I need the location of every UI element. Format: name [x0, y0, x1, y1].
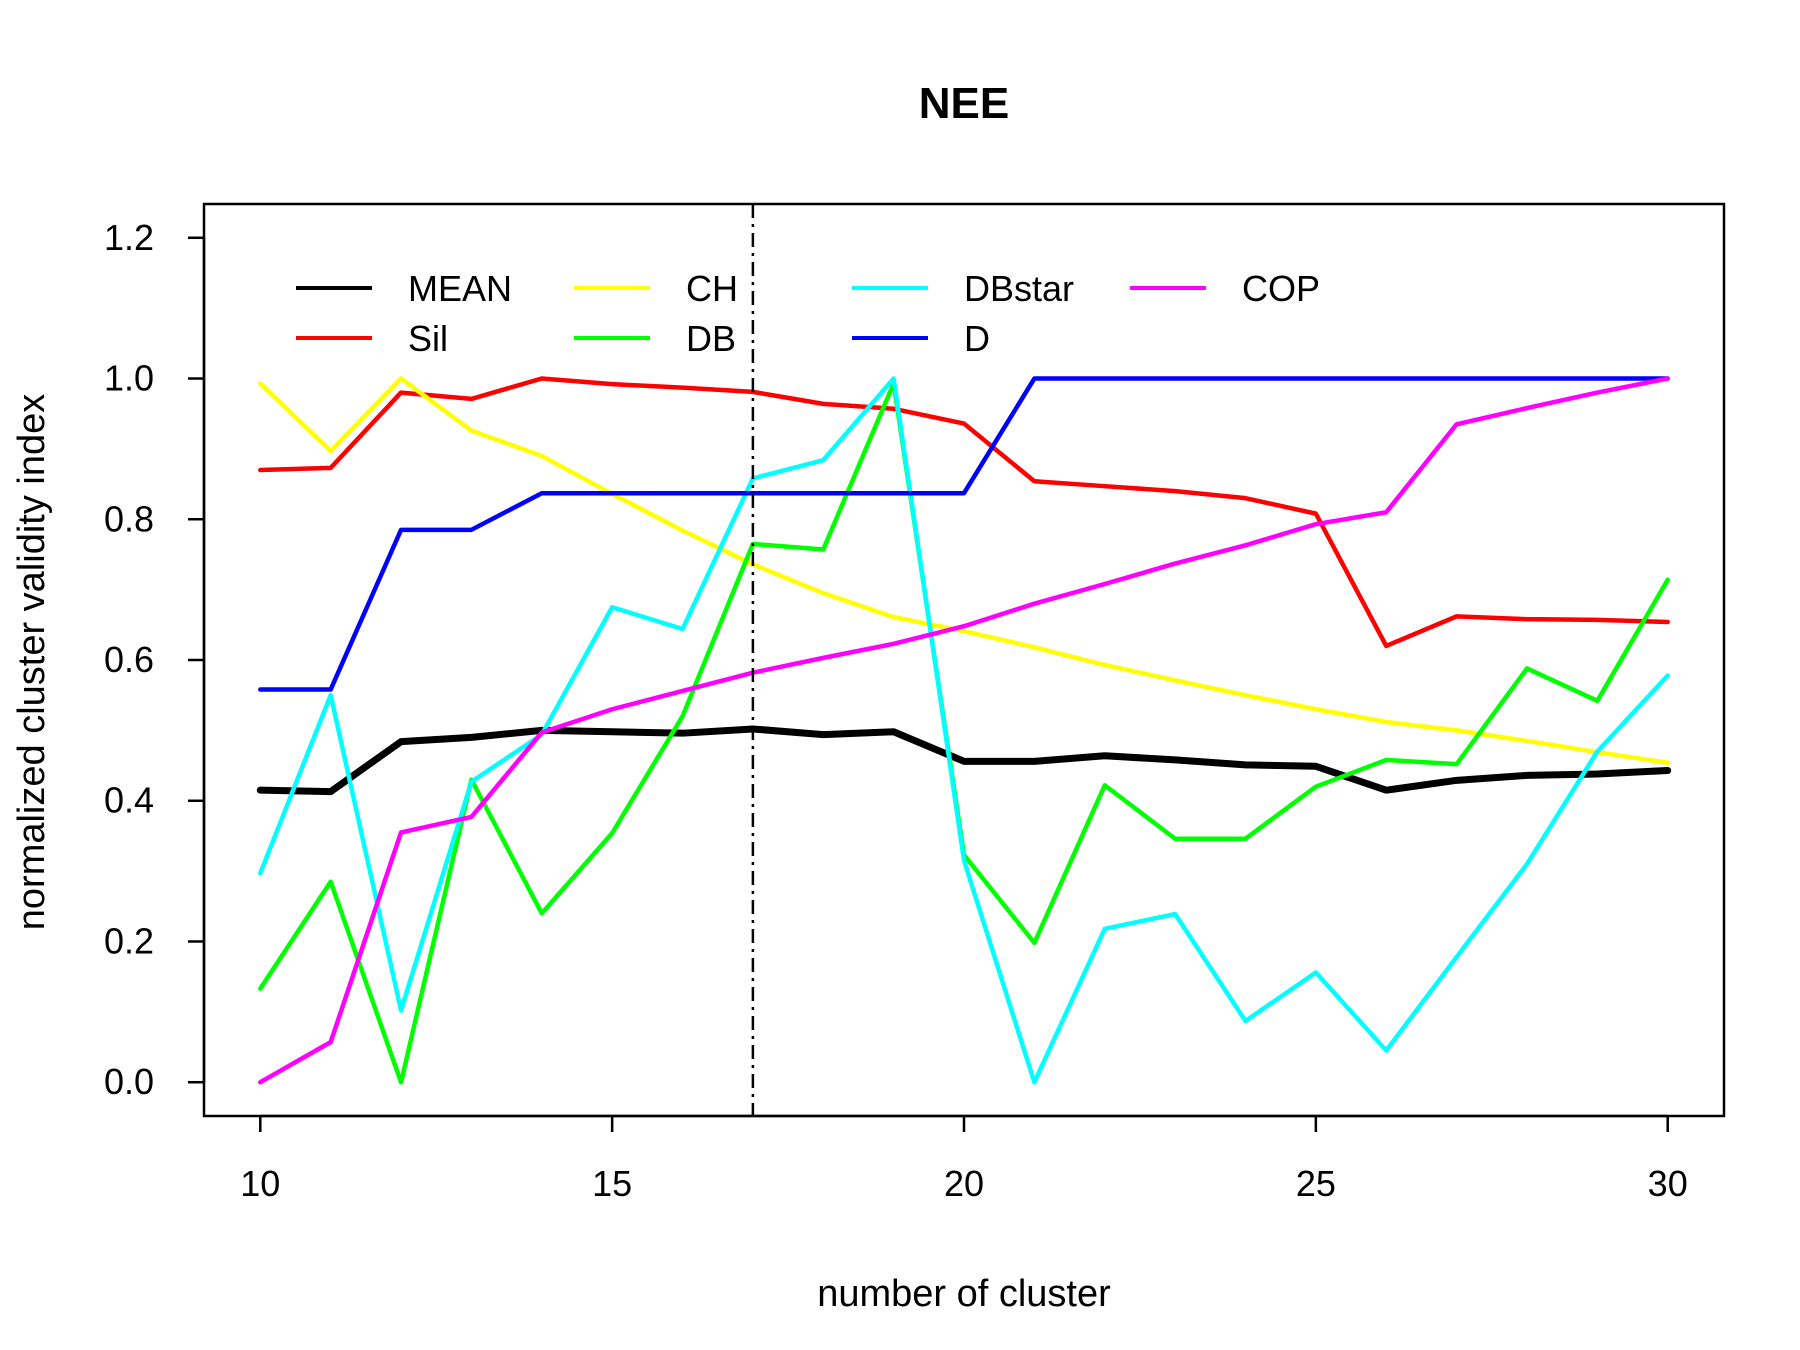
x-axis: 10 15 20 25 30	[240, 1114, 1688, 1204]
y-tick-label: 0.6	[104, 639, 154, 680]
x-axis-label: number of cluster	[817, 1273, 1111, 1315]
y-tick-label: 0.2	[104, 920, 154, 961]
y-tick-label: 0.8	[104, 498, 154, 539]
series-line-sil	[258, 376, 1670, 649]
series-line-mean	[256, 725, 1672, 796]
x-tick-label: 30	[1648, 1163, 1688, 1204]
y-tick-label: 1.0	[104, 358, 154, 399]
series-line-ch	[258, 376, 1670, 765]
y-tick-label: 0.4	[104, 780, 154, 821]
series-line-d	[258, 376, 1670, 692]
legend-label-d: D	[964, 318, 990, 359]
x-tick-label: 25	[1296, 1163, 1336, 1204]
chart-title: NEE	[919, 79, 1009, 128]
y-axis: 0.0 0.2 0.4 0.6 0.8 1.0 1.2	[104, 217, 206, 1102]
legend-label-mean: MEAN	[408, 268, 512, 309]
legend-label-db: DB	[686, 318, 736, 359]
legend-label-sil: Sil	[408, 318, 448, 359]
x-tick-label: 20	[944, 1163, 984, 1204]
legend-label-ch: CH	[686, 268, 738, 309]
x-tick-label: 10	[240, 1163, 280, 1204]
legend-label-dbstar: DBstar	[964, 268, 1074, 309]
legend-label-cop: COP	[1242, 268, 1320, 309]
y-tick-label: 1.2	[104, 217, 154, 258]
series-line-dbstar	[258, 376, 1670, 1085]
legend: MEAN Sil CH DB DBstar D COP	[296, 268, 1320, 359]
x-tick-label: 15	[592, 1163, 632, 1204]
y-tick-label: 0.0	[104, 1061, 154, 1102]
series-line-cop	[258, 376, 1670, 1085]
series-layer	[256, 376, 1672, 1085]
y-axis-label: normalized cluster validity index	[11, 394, 53, 930]
